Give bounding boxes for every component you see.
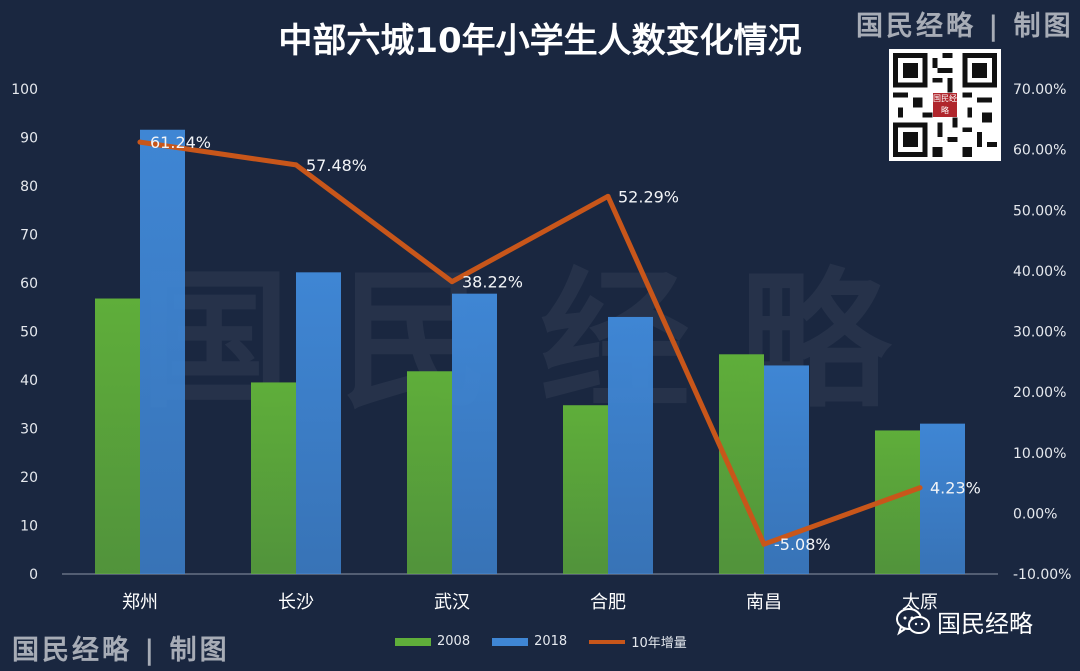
legend-label-2018: 2018	[534, 634, 568, 649]
x-tick-label: 南昌	[746, 592, 782, 613]
chart-title: 中部六城10年小学生人数变化情况	[278, 21, 801, 61]
data-label: 4.23%	[930, 479, 981, 498]
bar-2018-合肥	[608, 316, 653, 574]
credit-bottom: 国民经略 | 制图	[12, 635, 230, 666]
line-point	[449, 279, 455, 285]
y-left-tick-label: 90	[20, 131, 38, 147]
y-left-tick-label: 10	[20, 519, 38, 535]
y-left-tick-label: 60	[20, 276, 38, 292]
data-label: 38.22%	[462, 273, 523, 292]
y-right-tick-label: 70.00%	[1013, 82, 1066, 98]
line-point	[761, 541, 767, 547]
y-right-tick-label: 40.00%	[1013, 264, 1066, 280]
y-left-tick-label: 80	[20, 179, 38, 195]
y-left-tick-label: 50	[20, 325, 38, 341]
y-left-tick-label: 100	[11, 82, 38, 98]
line-series	[137, 139, 923, 547]
legend-item-2008: 2008	[395, 634, 470, 649]
x-tick-label: 长沙	[278, 592, 314, 613]
y-right-tick-label: 60.00%	[1013, 143, 1066, 159]
x-tick-label: 合肥	[590, 592, 626, 613]
y-left-tick-label: 40	[20, 373, 38, 389]
bar-2008-合肥	[563, 405, 608, 574]
wechat-account: 国民经略	[895, 604, 1033, 639]
y-right-tick-label: 20.00%	[1013, 385, 1066, 401]
bar-2008-郑州	[95, 298, 140, 574]
y-left-tick-label: 20	[20, 470, 38, 486]
y-right-tick-label: 50.00%	[1013, 203, 1066, 219]
y-right-tick-label: 30.00%	[1013, 325, 1066, 341]
legend-item-increase: 10年增量	[589, 632, 687, 651]
credit-top: 国民经略 | 制图	[856, 11, 1074, 42]
legend-swatch-increase	[589, 639, 626, 644]
legend-swatch-2018	[492, 637, 529, 646]
legend: 2008 2018 10年增量	[395, 632, 709, 651]
legend-swatch-2008	[395, 637, 431, 646]
y-right-tick-label: 10.00%	[1013, 446, 1066, 462]
axes: 0 10 20 30 40 50 60 70 80 90 100 -10.00% 0.00% 10.00%…	[11, 82, 1071, 613]
wechat-label: 国民经略	[937, 610, 1033, 638]
line-10年增量	[137, 139, 923, 547]
qr-badge: 国民经略	[933, 93, 957, 117]
y-right-tick-label: 0.00%	[1013, 506, 1057, 522]
bar-2018-武汉	[452, 293, 497, 574]
bar-2018-太原	[920, 423, 965, 574]
data-label: 61.24%	[150, 133, 211, 152]
line-point	[137, 139, 143, 145]
wechat-icon	[896, 607, 930, 635]
data-labels: 61.24% 57.48% 38.22% 52.29% -5.08% 4.23%	[150, 133, 981, 554]
data-label: 57.48%	[306, 156, 367, 175]
y-left-tick-label: 70	[20, 228, 38, 244]
y-right-tick-label: -10.00%	[1013, 567, 1071, 583]
line-point	[917, 485, 923, 491]
bars	[95, 129, 965, 575]
line-point	[293, 162, 299, 168]
bar-2008-武汉	[407, 371, 452, 574]
x-tick-label: 武汉	[434, 592, 470, 613]
data-label: -5.08%	[774, 535, 831, 554]
legend-label-increase: 10年增量	[631, 636, 687, 651]
data-label: 52.29%	[618, 187, 679, 206]
legend-label-2008: 2008	[437, 634, 471, 649]
y-left-tick-label: 0	[29, 567, 38, 583]
qr-code-icon: 国民经略	[889, 49, 1001, 161]
bar-2008-长沙	[251, 382, 296, 574]
legend-item-2018: 2018	[492, 634, 567, 649]
line-point	[605, 193, 611, 199]
bar-2018-长沙	[296, 272, 341, 574]
x-tick-label: 郑州	[122, 592, 158, 613]
y-left-tick-label: 30	[20, 422, 38, 438]
bar-2018-郑州	[140, 129, 185, 575]
